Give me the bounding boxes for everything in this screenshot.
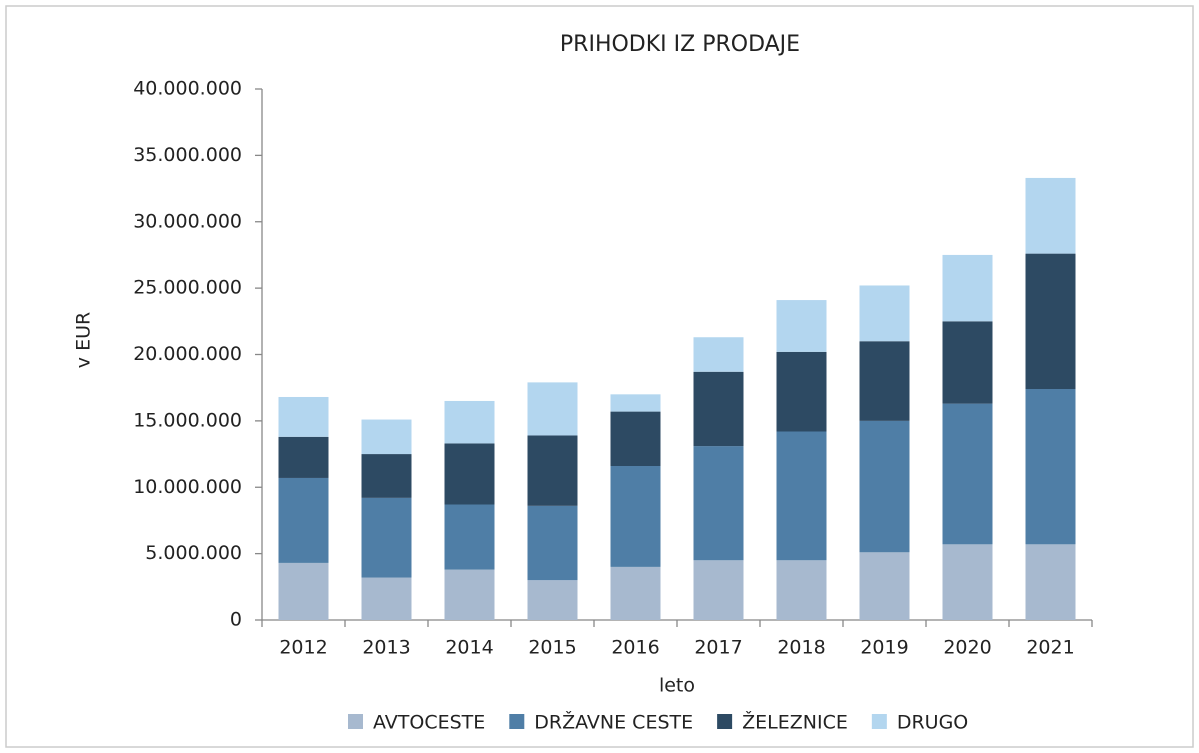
- bar-segment: [610, 411, 661, 467]
- bar-segment: [361, 419, 412, 455]
- bar-segment: [527, 580, 578, 620]
- chart-title: PRIHODKI IZ PRODAJE: [560, 32, 800, 57]
- x-tick-label: 2016: [611, 637, 659, 659]
- bar-segment: [942, 544, 993, 620]
- legend-label: AVTOCESTE: [373, 712, 485, 734]
- legend-label: DRŽAVNE CESTE: [534, 711, 693, 734]
- bar-segment: [942, 321, 993, 404]
- bar-segment: [444, 400, 495, 444]
- y-tick-label: 20.000.000: [133, 343, 242, 365]
- bar-segment: [361, 454, 412, 498]
- y-axis-label: v EUR: [73, 312, 95, 368]
- x-tick-label: 2015: [528, 637, 576, 659]
- bar-segment: [444, 569, 495, 620]
- y-tick-label: 5.000.000: [145, 542, 242, 564]
- x-tick-label: 2020: [943, 637, 991, 659]
- bar-segment: [444, 443, 495, 505]
- bar-segment: [610, 394, 661, 412]
- bar-segment: [942, 254, 993, 322]
- bar-segment: [278, 396, 329, 437]
- bar-segment: [776, 351, 827, 432]
- y-tick-label: 10.000.000: [133, 476, 242, 498]
- bar-segment: [278, 477, 329, 563]
- bar-segment: [693, 337, 744, 372]
- x-tick-label: 2013: [362, 637, 410, 659]
- chart-frame: [5, 5, 1194, 748]
- bar-segment: [527, 382, 578, 436]
- bar-segment: [693, 371, 744, 447]
- x-tick-label: 2021: [1026, 637, 1074, 659]
- bar-segment: [610, 466, 661, 567]
- x-axis-label: leto: [659, 675, 695, 697]
- bar-segment: [1025, 544, 1076, 620]
- legend-swatch: [509, 714, 525, 729]
- legend-swatch: [717, 714, 733, 729]
- bar-segment: [1025, 389, 1076, 545]
- bar-segment: [527, 505, 578, 581]
- bar-segment: [278, 562, 329, 620]
- legend-swatch: [348, 714, 363, 729]
- bar-segment: [942, 403, 993, 545]
- legend-swatch: [871, 714, 887, 729]
- bar-segment: [859, 552, 910, 620]
- bar-segment: [361, 497, 412, 578]
- bar-segment: [859, 285, 910, 342]
- x-tick-label: 2017: [694, 637, 742, 659]
- y-tick-label: 15.000.000: [133, 409, 242, 431]
- bar-segment: [1025, 177, 1076, 254]
- bar-segment: [776, 560, 827, 620]
- bar-segment: [278, 436, 329, 478]
- bar-segment: [693, 446, 744, 561]
- x-tick-label: 2018: [777, 637, 825, 659]
- bar-segment: [1025, 253, 1076, 390]
- bar-segment: [776, 431, 827, 561]
- bar-segment: [444, 504, 495, 570]
- legend-label: ŽELEZNICE: [742, 711, 848, 734]
- y-tick-label: 40.000.000: [133, 78, 242, 100]
- bar-segment: [859, 420, 910, 553]
- x-tick-label: 2014: [445, 637, 493, 659]
- bar-segment: [776, 300, 827, 352]
- bar-segment: [859, 341, 910, 421]
- bar-segment: [361, 577, 412, 620]
- y-tick-label: 25.000.000: [133, 277, 242, 299]
- bar-segment: [610, 566, 661, 620]
- bar-segment: [693, 560, 744, 620]
- x-tick-label: 2019: [860, 637, 908, 659]
- y-tick-label: 0: [230, 609, 242, 631]
- x-tick-label: 2012: [279, 637, 327, 659]
- legend-label: DRUGO: [897, 712, 968, 734]
- bar-segment: [527, 435, 578, 506]
- y-tick-label: 30.000.000: [133, 210, 242, 232]
- y-tick-label: 35.000.000: [133, 144, 242, 166]
